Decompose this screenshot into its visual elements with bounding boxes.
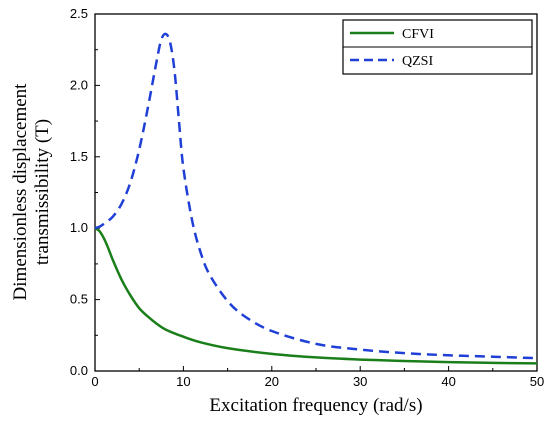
legend-label-cfvi: CFVI — [402, 27, 434, 42]
series-line-cfvi — [94, 227, 538, 365]
x-tick-label: 30 — [353, 374, 367, 389]
y-tick-label: 1.0 — [70, 220, 88, 235]
series-lines — [94, 32, 538, 365]
y-tick-label: 0.5 — [70, 292, 88, 307]
y-axis-title-line-2: transmissibility (T) — [32, 119, 53, 265]
x-tick-label: 0 — [91, 374, 98, 389]
axis-ticks: 0 10 20 30 40 50 0.0 0.5 1.0 1.5 2.0 2.5 — [70, 6, 544, 389]
x-tick-label: 50 — [530, 374, 544, 389]
y-tick-label: 0.0 — [70, 363, 88, 378]
y-tick-label: 1.5 — [70, 149, 88, 164]
x-tick-label: 10 — [176, 374, 190, 389]
y-tick-label: 2.5 — [70, 6, 88, 21]
series-line-qzsi — [94, 32, 538, 360]
y-tick-label: 2.0 — [70, 77, 88, 92]
legend-label-qzsi: QZSI — [402, 54, 433, 69]
x-tick-label: 20 — [265, 374, 279, 389]
x-axis-title: Excitation frequency (rad/s) — [209, 395, 422, 416]
x-tick-label: 40 — [441, 374, 455, 389]
y-axis-title-line-1: Dimensionless displacement — [10, 83, 31, 301]
legend: CFVI QZSI — [342, 19, 533, 75]
